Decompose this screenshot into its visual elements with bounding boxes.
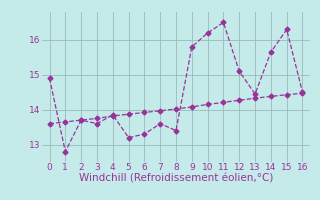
X-axis label: Windchill (Refroidissement éolien,°C): Windchill (Refroidissement éolien,°C)	[79, 174, 273, 184]
